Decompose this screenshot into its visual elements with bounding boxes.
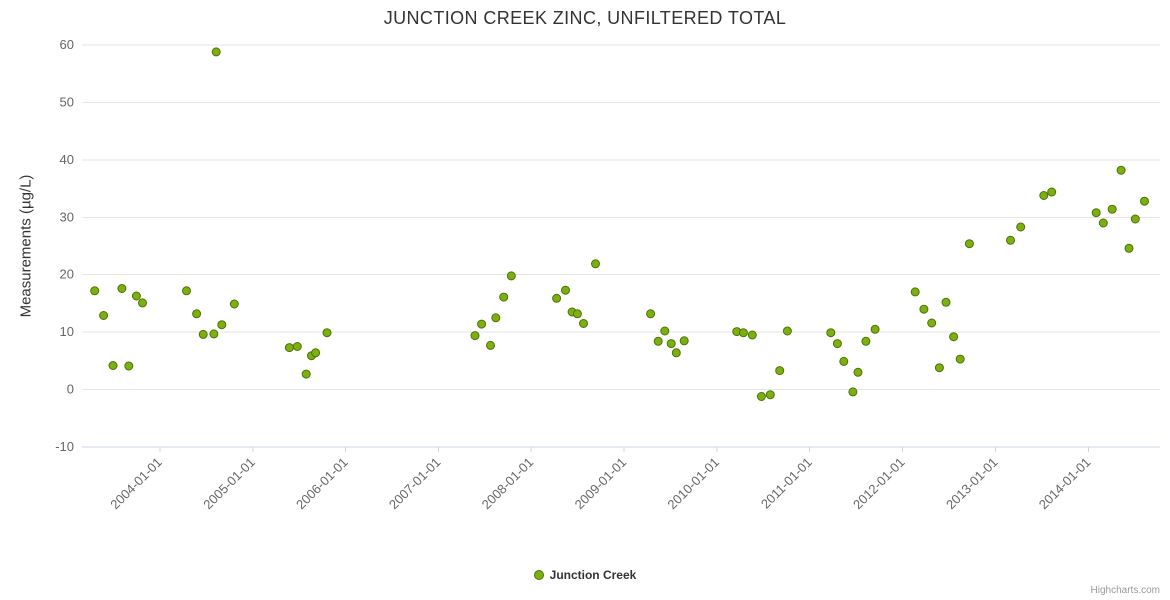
data-point[interactable]	[477, 319, 487, 329]
data-point[interactable]	[955, 354, 965, 364]
data-point[interactable]	[826, 328, 836, 338]
legend-marker-icon	[533, 570, 544, 580]
data-point[interactable]	[832, 339, 842, 349]
data-point[interactable]	[301, 369, 311, 379]
data-point[interactable]	[124, 361, 134, 371]
data-point[interactable]	[949, 332, 959, 342]
data-point[interactable]	[671, 348, 681, 358]
data-point[interactable]	[738, 328, 748, 338]
legend-label: Junction Creek	[549, 568, 637, 582]
y-axis-tick-label: 60	[60, 37, 74, 52]
data-point[interactable]	[470, 331, 480, 341]
data-point[interactable]	[919, 304, 929, 314]
data-point[interactable]	[591, 259, 600, 269]
data-point[interactable]	[198, 329, 208, 339]
data-point[interactable]	[853, 367, 863, 377]
highcharts-credits-link[interactable]: Highcharts.com	[1090, 585, 1160, 596]
x-axis-tick-label: 2013-01-01	[943, 455, 1001, 513]
y-axis-tick-label: 20	[60, 267, 74, 282]
data-point[interactable]	[292, 342, 302, 351]
data-point[interactable]	[117, 284, 127, 293]
data-point[interactable]	[499, 292, 509, 302]
data-point[interactable]	[756, 392, 766, 401]
y-axis-tick-label: 40	[60, 152, 74, 167]
data-point[interactable]	[572, 309, 582, 319]
data-point[interactable]	[108, 361, 118, 370]
legend-item-junction-creek[interactable]: Junction Creek	[533, 568, 637, 582]
data-point[interactable]	[848, 387, 858, 397]
data-point[interactable]	[322, 328, 332, 338]
data-point[interactable]	[192, 309, 202, 319]
data-point[interactable]	[653, 336, 663, 346]
data-point[interactable]	[211, 47, 221, 57]
data-point[interactable]	[552, 293, 562, 303]
data-point[interactable]	[910, 287, 920, 297]
data-point[interactable]	[209, 329, 219, 339]
data-point[interactable]	[870, 324, 880, 334]
data-point[interactable]	[964, 239, 974, 249]
x-axis-tick-label: 2006-01-01	[293, 455, 351, 513]
data-point[interactable]	[486, 340, 495, 350]
y-axis-tick-label: -10	[55, 439, 74, 454]
data-point[interactable]	[934, 363, 944, 373]
y-axis-tick-label: 30	[60, 209, 74, 224]
data-point[interactable]	[941, 297, 951, 307]
x-axis-tick-label: 2007-01-01	[386, 455, 444, 513]
data-point[interactable]	[229, 299, 239, 309]
data-point[interactable]	[765, 390, 775, 400]
x-axis-tick-label: 2010-01-01	[664, 455, 722, 513]
y-axis-tick-label: 0	[67, 382, 74, 397]
data-point[interactable]	[217, 320, 227, 330]
data-point[interactable]	[99, 311, 109, 320]
x-axis-tick-label: 2014-01-01	[1036, 455, 1094, 513]
data-point[interactable]	[1098, 218, 1108, 228]
x-axis-tick-label: 2004-01-01	[107, 455, 165, 513]
data-point[interactable]	[1130, 214, 1140, 224]
data-point[interactable]	[1116, 165, 1126, 175]
data-point[interactable]	[861, 336, 871, 346]
data-point[interactable]	[666, 339, 676, 349]
data-point[interactable]	[747, 330, 757, 340]
x-axis-tick-label: 2009-01-01	[572, 455, 630, 513]
y-axis-tick-label: 10	[60, 324, 74, 339]
data-point[interactable]	[561, 285, 570, 295]
data-point[interactable]	[1047, 187, 1057, 197]
data-point[interactable]	[679, 336, 689, 346]
chart-title: JUNCTION CREEK ZINC, UNFILTERED TOTAL	[383, 8, 787, 28]
data-point[interactable]	[1006, 235, 1015, 245]
data-point[interactable]	[775, 366, 785, 376]
data-point[interactable]	[506, 271, 516, 281]
x-axis-tick-label: 2008-01-01	[479, 455, 537, 513]
data-point[interactable]	[131, 291, 141, 301]
data-point[interactable]	[782, 326, 792, 336]
data-point[interactable]	[491, 313, 501, 323]
data-point[interactable]	[138, 298, 147, 308]
x-axis-tick-label: 2005-01-01	[200, 455, 258, 513]
data-point[interactable]	[1140, 196, 1149, 206]
legend: Junction Creek	[0, 568, 1170, 582]
x-axis-tick-label: 2012-01-01	[850, 455, 908, 513]
data-point[interactable]	[927, 318, 937, 328]
y-axis-tick-label: 50	[60, 94, 74, 109]
data-point[interactable]	[1107, 204, 1117, 214]
data-point[interactable]	[1016, 222, 1026, 232]
data-point[interactable]	[839, 356, 849, 366]
data-point[interactable]	[182, 286, 191, 296]
data-point[interactable]	[646, 309, 656, 319]
data-point[interactable]	[284, 343, 294, 353]
data-point[interactable]	[1039, 191, 1049, 200]
x-axis-tick-label: 2011-01-01	[758, 455, 815, 512]
data-point[interactable]	[660, 326, 670, 336]
data-point[interactable]	[579, 319, 588, 328]
data-point[interactable]	[311, 348, 321, 358]
data-point[interactable]	[90, 286, 100, 296]
data-point[interactable]	[1091, 208, 1101, 218]
data-point[interactable]	[1124, 243, 1134, 253]
